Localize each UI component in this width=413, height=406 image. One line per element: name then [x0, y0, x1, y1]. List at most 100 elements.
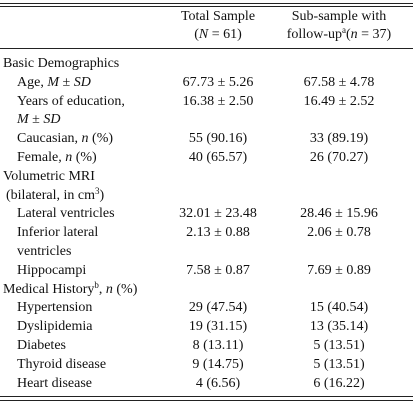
- label-text: M: [17, 112, 29, 128]
- cell: 67.58 ± 4.78: [303, 74, 375, 90]
- header-text: follow-up: [286, 27, 342, 42]
- label-text: Basic Demographics: [3, 56, 120, 71]
- label-text: ventricles: [17, 243, 72, 259]
- cell: 5 (13.51): [313, 337, 365, 353]
- row-label: Lateral ventricles: [0, 205, 163, 224]
- label-text: Diabetes: [17, 337, 66, 353]
- cell: 40 (65.57): [188, 149, 248, 165]
- label-text: 3: [95, 185, 100, 196]
- row-label: Diabetes: [0, 337, 163, 356]
- label-text: Lateral ventricles: [17, 206, 115, 222]
- header-text: (: [345, 27, 351, 42]
- header-text: = 37): [357, 27, 392, 42]
- label-text: Female,: [17, 149, 66, 165]
- cell: 8 (13.11): [192, 337, 244, 353]
- label-text: Heart disease: [17, 375, 93, 391]
- header-cell: [0, 8, 163, 44]
- cell: 5 (13.51): [313, 356, 365, 372]
- bottom-rule: [0, 396, 413, 397]
- cell: 19 (31.15): [188, 319, 248, 335]
- row: Thyroid disease 9 (14.75) 5 (13.51): [0, 356, 405, 375]
- cell: 7.58 ± 0.87: [186, 262, 250, 278]
- row-label: Hippocampi: [0, 262, 163, 281]
- label-text: ,: [98, 281, 106, 297]
- label-text: (%): [88, 131, 114, 147]
- header-text: Total Sample: [180, 9, 256, 24]
- section-label: Volumetric MRI (bilateral, in cm3): [0, 168, 405, 206]
- label-text: ±: [59, 74, 74, 90]
- header-text: = 61): [208, 27, 242, 42]
- label-text: SD: [73, 74, 91, 90]
- cell: 9 (14.75): [192, 356, 244, 372]
- label-text: Volumetric MRI: [3, 168, 95, 184]
- label-text: M ± SD: [17, 112, 60, 127]
- row: Age, M ± SD 67.73 ± 5.26 67.58 ± 4.78: [0, 74, 405, 93]
- cell: 13 (35.14): [309, 319, 369, 335]
- header-cell: Sub-sample with follow-upa(n = 37): [273, 8, 405, 44]
- top-rule: [0, 3, 413, 4]
- row-label: Dyslipidemia: [0, 318, 163, 337]
- cell: 55 (90.16): [188, 131, 248, 147]
- table-header: Total Sample (N = 61) Sub-sample with fo…: [0, 8, 405, 44]
- label-text: (%): [72, 149, 97, 165]
- label-text: ±: [28, 112, 44, 128]
- label-text: ): [99, 187, 105, 203]
- cell: 33 (89.19): [309, 131, 369, 147]
- row-label: Years of education, M ± SD: [0, 93, 163, 131]
- row-label: Female, n (%): [0, 149, 163, 168]
- row: Hippocampi 7.58 ± 0.87 7.69 ± 0.89: [0, 262, 405, 281]
- row: Inferior lateral ventricles 2.13 ± 0.88 2.0…: [0, 224, 405, 262]
- section-row: Medical Historyb, n (%): [0, 279, 405, 300]
- cell: 15 (40.54): [309, 300, 369, 316]
- cell: 16.38 ± 2.50: [182, 93, 254, 109]
- section-label: Medical Historyb, n (%): [0, 279, 405, 300]
- row-label: Hypertension: [0, 299, 163, 318]
- row: Hypertension 29 (47.54) 15 (40.54): [0, 299, 405, 318]
- cell: 67.73 ± 5.26: [182, 74, 254, 90]
- cell: 26 (70.27): [309, 149, 369, 165]
- footnote-mark: a: [341, 25, 346, 35]
- row-label: Inferior lateral ventricles: [0, 224, 163, 262]
- cell: 16.49 ± 2.52: [303, 93, 375, 109]
- table-body: Basic Demographics Age, M ± SD 67.73 ± 5.…: [0, 55, 405, 393]
- header-cell: Total Sample (N = 61): [163, 8, 273, 44]
- header-row: Total Sample (N = 61) Sub-sample with fo…: [0, 8, 405, 44]
- top-rule: [0, 6, 413, 7]
- header-text: n: [350, 27, 358, 42]
- row: Diabetes 8 (13.11) 5 (13.51): [0, 337, 405, 356]
- row: Female, n (%) 40 (65.57) 26 (70.27): [0, 149, 405, 168]
- row: Lateral ventricles 32.01 ± 23.48 28.46 ± 1…: [0, 205, 405, 224]
- label-text: (bilateral, in cm: [6, 187, 96, 203]
- row-label: Caucasian, n (%): [0, 130, 163, 149]
- row: Heart disease 4 (6.56) 6 (16.22): [0, 375, 405, 394]
- cell: 7.69 ± 0.89: [307, 262, 371, 278]
- label-text: Hippocampi: [17, 262, 87, 278]
- row: Dyslipidemia 19 (31.15) 13 (35.14): [0, 318, 405, 337]
- section-row: Volumetric MRI (bilateral, in cm3): [0, 168, 405, 206]
- label-text: n: [81, 131, 89, 147]
- header-text: (: [194, 27, 199, 42]
- footnote-mark: b: [94, 279, 99, 290]
- cell: 28.46 ± 15.96: [300, 206, 378, 222]
- row-label: Age, M ± SD: [0, 74, 163, 93]
- row: Caucasian, n (%) 55 (90.16) 33 (89.19): [0, 130, 405, 149]
- label-text: Medical History: [3, 281, 95, 297]
- section-row: Basic Demographics: [0, 55, 405, 74]
- label-text: Caucasian,: [17, 131, 82, 147]
- label-text: M: [47, 74, 59, 90]
- header-text: Sub-sample with: [291, 9, 387, 24]
- label-text: n: [65, 149, 73, 165]
- label-text: Thyroid disease: [17, 356, 107, 372]
- cell: 2.06 ± 0.78: [307, 225, 371, 241]
- row-label: Heart disease: [0, 375, 163, 394]
- label-text: Hypertension: [17, 300, 93, 316]
- header-text: N: [198, 27, 209, 42]
- label-text: (%): [112, 281, 138, 297]
- cell: 6 (16.22): [313, 375, 365, 391]
- label-text: Age,: [17, 74, 48, 90]
- cell: 2.13 ± 0.88: [186, 225, 250, 241]
- bottom-rule: [0, 400, 413, 401]
- cell: 32.01 ± 23.48: [179, 206, 257, 222]
- cell: 29 (47.54): [188, 300, 248, 316]
